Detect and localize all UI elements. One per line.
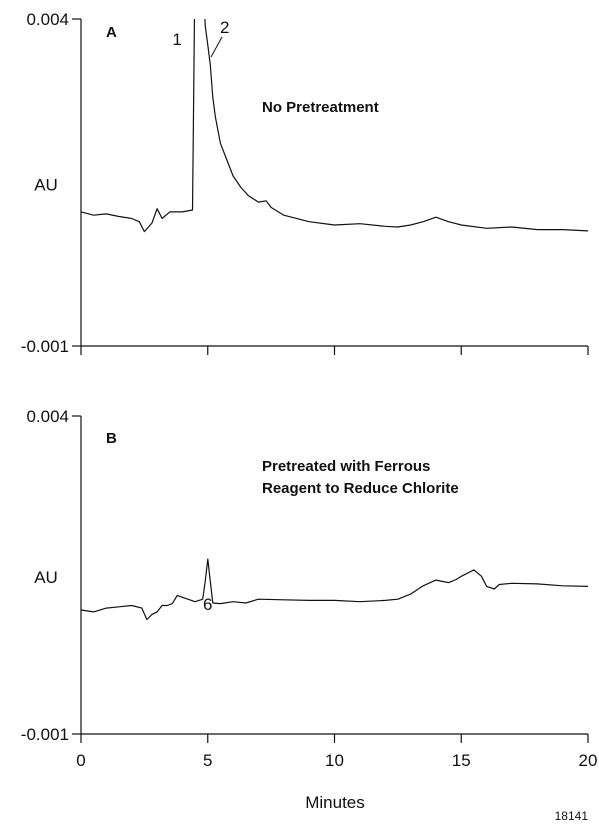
series-line xyxy=(80,558,589,621)
panel-a: 0.004 -0.001 AU A No Pretreatment 1 2 xyxy=(21,10,589,356)
y-tick-label: -0.001 xyxy=(21,725,69,744)
x-tick-label: 15 xyxy=(452,751,471,770)
panel-annotation: No Pretreatment xyxy=(262,99,379,116)
peak-label: 2 xyxy=(220,18,229,37)
panel-letter: A xyxy=(106,24,117,41)
series-line xyxy=(81,19,589,233)
peak-leader-line xyxy=(210,36,223,58)
figure-id: 18141 xyxy=(555,809,589,823)
y-axis-title: AU xyxy=(34,176,58,195)
x-tick-label: 0 xyxy=(76,751,85,770)
x-tick-label: 20 xyxy=(579,751,598,770)
panel-b: 0.004 -0.001 AU 0 5 10 15 20 B Pretreated with Fe… xyxy=(21,407,598,770)
x-tick-label: 5 xyxy=(203,751,212,770)
y-tick-label: 0.004 xyxy=(26,407,69,426)
panel-annotation: Reagent to Reduce Chlorite xyxy=(262,480,459,497)
peak-label: 1 xyxy=(172,30,181,49)
y-tick-label: 0.004 xyxy=(26,10,69,29)
y-axis-title: AU xyxy=(34,568,58,587)
y-tick-label: -0.001 xyxy=(21,337,69,356)
x-axis-title: Minutes xyxy=(305,793,365,812)
peak-label: 6 xyxy=(203,595,212,614)
panel-letter: B xyxy=(106,430,117,447)
panel-annotation: Pretreated with Ferrous xyxy=(262,458,430,475)
x-tick-label: 10 xyxy=(325,751,344,770)
